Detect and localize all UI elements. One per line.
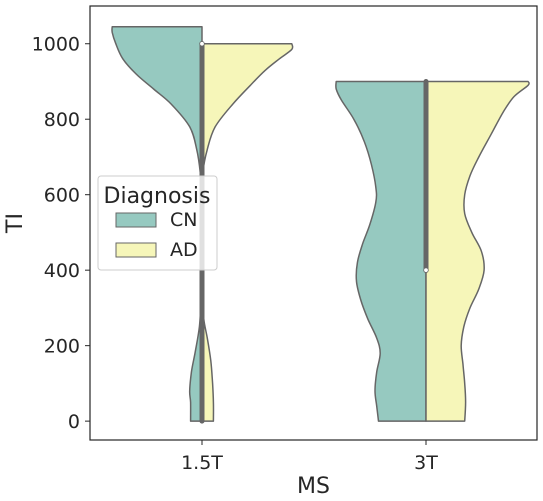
x-tick-label-1-5t: 1.5T [181,452,223,474]
median-marker-1-5t [200,41,205,46]
y-ticks-layer: 0 200 400 600 800 1000 [32,34,90,433]
y-axis-label: TI [3,213,28,234]
x-tick-label-3t: 3T [414,452,438,474]
legend-label-cn: CN [170,209,197,231]
y-tick-label-0: 0 [68,411,80,433]
y-tick-label-400: 400 [44,260,80,282]
violin-cn-3t [336,82,426,422]
y-tick-label-200: 200 [44,336,80,358]
violin-ad-3t [426,82,529,422]
legend-title: Diagnosis [104,184,211,209]
legend: Diagnosis CN AD [98,176,217,270]
median-marker-3t [424,268,429,273]
y-tick-label-600: 600 [44,185,80,207]
y-tick-label-800: 800 [44,109,80,131]
y-tick-label-1000: 1000 [32,34,80,56]
legend-swatch-cn [116,213,156,227]
legend-swatch-ad [116,243,156,257]
x-axis-label: MS [297,474,330,499]
x-ticks-layer: 1.5T 3T [181,440,438,474]
legend-label-ad: AD [170,239,198,261]
